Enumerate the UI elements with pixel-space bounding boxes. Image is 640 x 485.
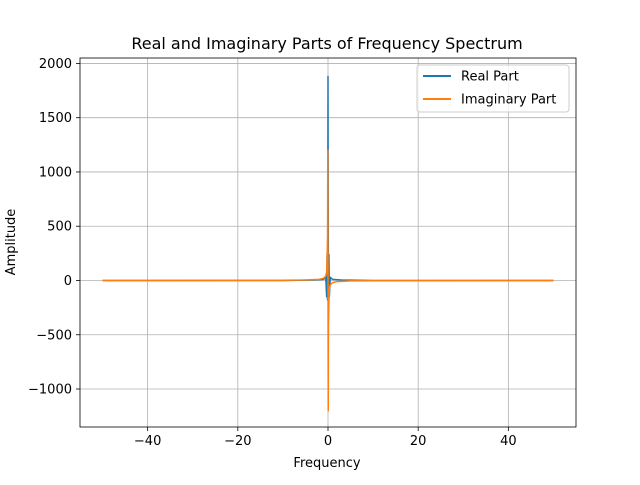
y-tick-label: 1500 [39,111,72,126]
chart-title: Real and Imaginary Parts of Frequency Sp… [131,34,522,53]
y-tick-label: 1000 [39,165,72,180]
x-tick-label: −40 [134,434,161,449]
y-tick-label: −1000 [28,383,72,398]
plot-series [102,75,554,412]
legend-label: Real Part [461,70,519,85]
y-axis-label: Amplitude [4,209,19,276]
x-tick-label: 40 [500,434,517,449]
x-tick-label: 20 [410,434,427,449]
legend-label: Imaginary Part [461,93,556,108]
y-tick-label: 2000 [39,57,72,72]
series-line-imaginary-part [102,149,554,412]
y-tick-label: −500 [36,328,72,343]
axes: −40 −20 0 20 40 −1000 −500 0 500 1000 1500 2000 [28,57,577,449]
x-tick-label: 0 [324,434,332,449]
y-tick-label: 500 [47,220,72,235]
x-axis-label: Frequency [293,456,360,471]
y-tick-label: 0 [64,274,72,289]
x-tick-label: −20 [224,434,251,449]
legend: Real Part Imaginary Part [416,64,570,113]
legend-box [416,64,570,113]
